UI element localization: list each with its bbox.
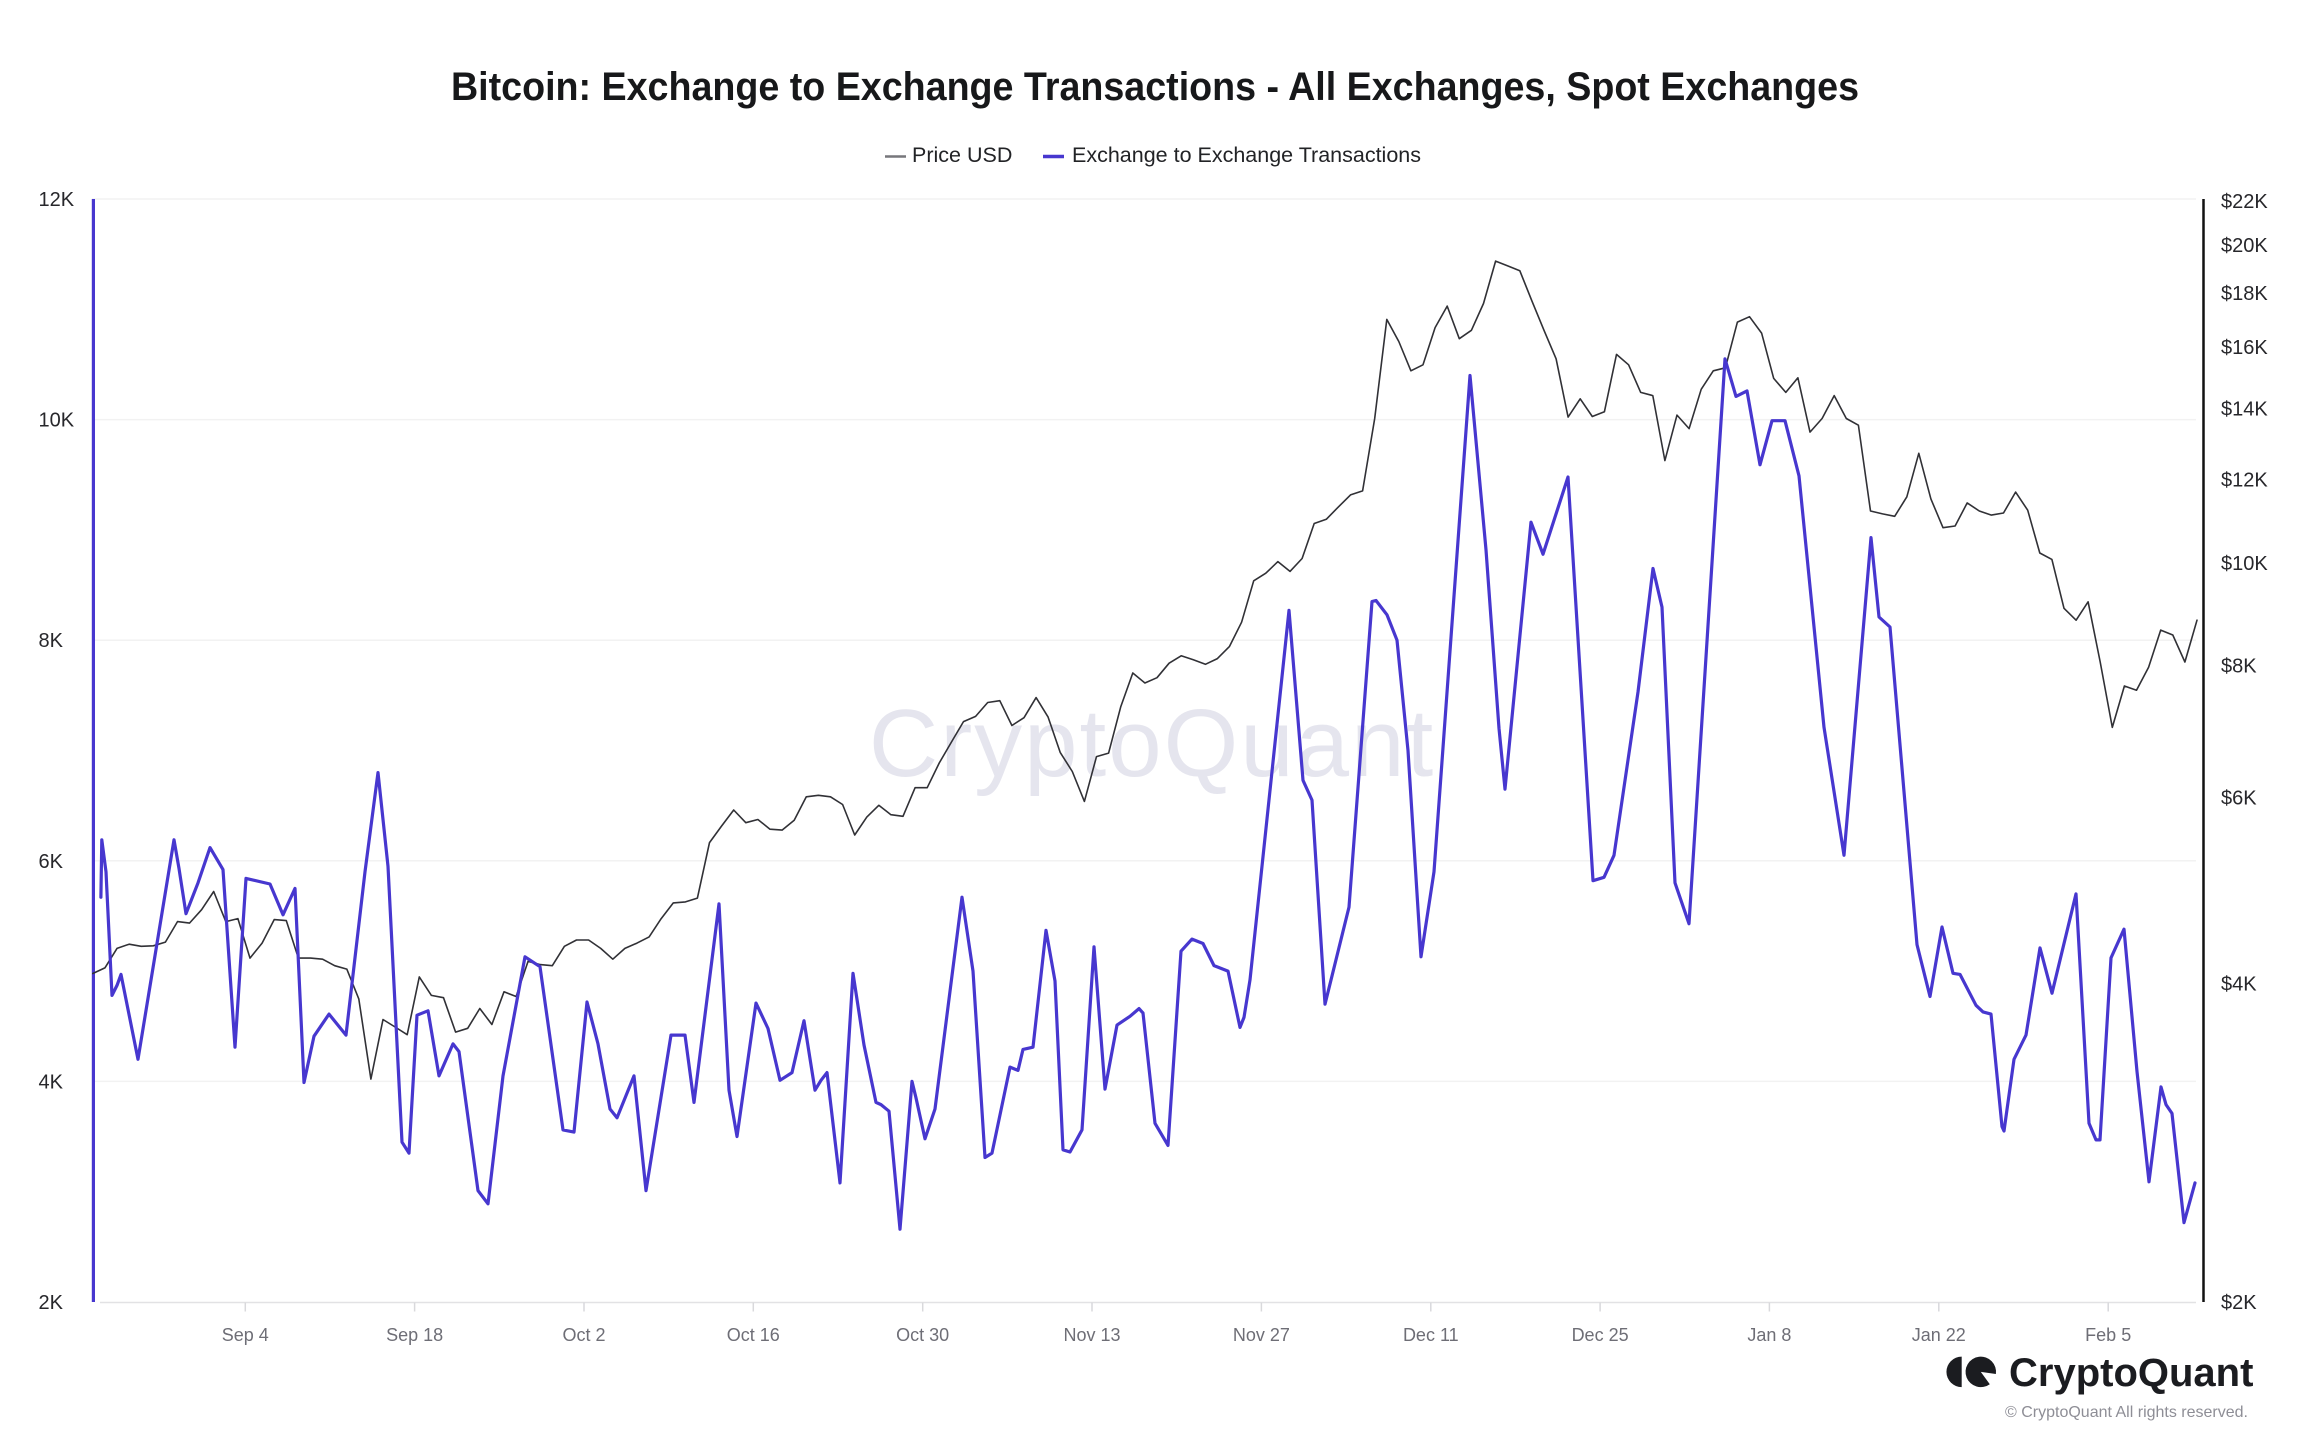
svg-text:$2K: $2K bbox=[2221, 1292, 2257, 1314]
svg-text:8K: 8K bbox=[39, 630, 64, 652]
svg-text:$8K: $8K bbox=[2221, 656, 2257, 678]
svg-text:Sep 4: Sep 4 bbox=[222, 1325, 269, 1345]
svg-text:Nov 13: Nov 13 bbox=[1063, 1325, 1120, 1345]
svg-text:$14K: $14K bbox=[2221, 399, 2268, 421]
svg-text:$4K: $4K bbox=[2221, 974, 2257, 996]
svg-text:Price USD: Price USD bbox=[912, 143, 1012, 167]
svg-text:$10K: $10K bbox=[2221, 553, 2268, 575]
svg-text:Nov 27: Nov 27 bbox=[1233, 1325, 1290, 1345]
svg-text:$22K: $22K bbox=[2221, 191, 2268, 213]
svg-text:6K: 6K bbox=[39, 851, 64, 873]
svg-text:Bitcoin: Exchange to Exchange: Bitcoin: Exchange to Exchange Transactio… bbox=[451, 65, 1859, 109]
svg-text:$16K: $16K bbox=[2221, 337, 2268, 359]
svg-text:CryptoQuant: CryptoQuant bbox=[2009, 1351, 2253, 1395]
svg-text:$20K: $20K bbox=[2221, 235, 2268, 257]
svg-text:© CryptoQuant All rights reser: © CryptoQuant All rights reserved. bbox=[2005, 1404, 2248, 1421]
svg-text:12K: 12K bbox=[39, 189, 75, 211]
svg-text:$6K: $6K bbox=[2221, 788, 2257, 810]
svg-text:Oct 2: Oct 2 bbox=[562, 1325, 605, 1345]
svg-text:Oct 16: Oct 16 bbox=[727, 1325, 780, 1345]
svg-text:CryptoQuant: CryptoQuant bbox=[869, 690, 1435, 797]
svg-text:Sep 18: Sep 18 bbox=[386, 1325, 443, 1345]
svg-text:$12K: $12K bbox=[2221, 469, 2268, 491]
svg-text:Oct 30: Oct 30 bbox=[896, 1325, 949, 1345]
svg-text:Feb 5: Feb 5 bbox=[2085, 1325, 2131, 1345]
svg-text:10K: 10K bbox=[39, 410, 75, 432]
svg-text:4K: 4K bbox=[39, 1071, 64, 1093]
svg-text:Dec 25: Dec 25 bbox=[1572, 1325, 1629, 1345]
svg-text:Dec 11: Dec 11 bbox=[1403, 1325, 1459, 1345]
svg-text:Jan 8: Jan 8 bbox=[1747, 1325, 1791, 1345]
svg-text:Jan 22: Jan 22 bbox=[1912, 1325, 1966, 1345]
svg-text:$18K: $18K bbox=[2221, 283, 2268, 305]
svg-text:2K: 2K bbox=[39, 1292, 64, 1314]
svg-text:Exchange to Exchange Transacti: Exchange to Exchange Transactions bbox=[1072, 143, 1421, 167]
